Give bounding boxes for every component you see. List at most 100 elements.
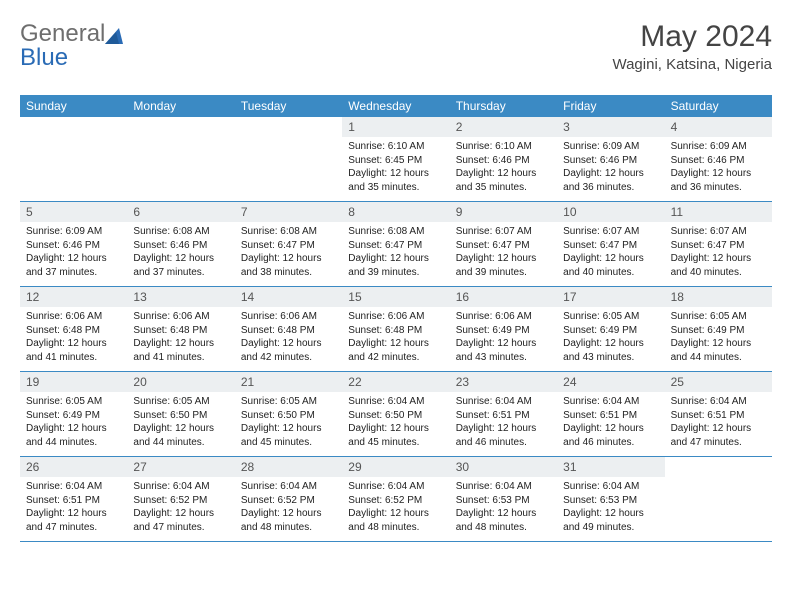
day-number: 21 (235, 372, 342, 392)
day-number: 25 (665, 372, 772, 392)
day-body: Sunrise: 6:04 AMSunset: 6:53 PMDaylight:… (450, 477, 557, 538)
sunrise-line: Sunrise: 6:07 AM (456, 225, 551, 239)
daylight-line: Daylight: 12 hours and 47 minutes. (26, 507, 121, 534)
day-body: Sunrise: 6:07 AMSunset: 6:47 PMDaylight:… (665, 222, 772, 283)
day-number: 2 (450, 117, 557, 137)
sunset-line: Sunset: 6:47 PM (241, 239, 336, 253)
daylight-line: Daylight: 12 hours and 38 minutes. (241, 252, 336, 279)
daylight-line: Daylight: 12 hours and 42 minutes. (241, 337, 336, 364)
sunset-line: Sunset: 6:52 PM (133, 494, 228, 508)
sunrise-line: Sunrise: 6:05 AM (671, 310, 766, 324)
day-body: Sunrise: 6:06 AMSunset: 6:48 PMDaylight:… (127, 307, 234, 368)
header: General May 2024 Wagini, Katsina, Nigeri… (20, 20, 772, 73)
day-body: Sunrise: 6:04 AMSunset: 6:50 PMDaylight:… (342, 392, 449, 453)
day-number: 22 (342, 372, 449, 392)
sunrise-line: Sunrise: 6:08 AM (133, 225, 228, 239)
day-body: Sunrise: 6:09 AMSunset: 6:46 PMDaylight:… (20, 222, 127, 283)
day-body: Sunrise: 6:04 AMSunset: 6:52 PMDaylight:… (127, 477, 234, 538)
weekday-header: Thursday (450, 95, 557, 117)
day-body: Sunrise: 6:07 AMSunset: 6:47 PMDaylight:… (450, 222, 557, 283)
day-body: Sunrise: 6:04 AMSunset: 6:51 PMDaylight:… (557, 392, 664, 453)
sunrise-line: Sunrise: 6:06 AM (456, 310, 551, 324)
month-title: May 2024 (612, 20, 772, 54)
day-number: 17 (557, 287, 664, 307)
day-cell: 10Sunrise: 6:07 AMSunset: 6:47 PMDayligh… (557, 202, 664, 286)
sunrise-line: Sunrise: 6:05 AM (133, 395, 228, 409)
sunset-line: Sunset: 6:46 PM (456, 154, 551, 168)
day-number: 16 (450, 287, 557, 307)
daylight-line: Daylight: 12 hours and 42 minutes. (348, 337, 443, 364)
sunset-line: Sunset: 6:48 PM (26, 324, 121, 338)
day-cell: 15Sunrise: 6:06 AMSunset: 6:48 PMDayligh… (342, 287, 449, 371)
sunset-line: Sunset: 6:50 PM (133, 409, 228, 423)
day-number: 18 (665, 287, 772, 307)
day-cell: 0 (665, 457, 772, 541)
sunset-line: Sunset: 6:53 PM (456, 494, 551, 508)
day-number: 27 (127, 457, 234, 477)
day-number: 4 (665, 117, 772, 137)
sunset-line: Sunset: 6:53 PM (563, 494, 658, 508)
sunset-line: Sunset: 6:46 PM (563, 154, 658, 168)
day-cell: 3Sunrise: 6:09 AMSunset: 6:46 PMDaylight… (557, 117, 664, 201)
sunrise-line: Sunrise: 6:06 AM (26, 310, 121, 324)
sunrise-line: Sunrise: 6:04 AM (348, 395, 443, 409)
day-cell: 23Sunrise: 6:04 AMSunset: 6:51 PMDayligh… (450, 372, 557, 456)
sunrise-line: Sunrise: 6:08 AM (241, 225, 336, 239)
daylight-line: Daylight: 12 hours and 44 minutes. (26, 422, 121, 449)
sunrise-line: Sunrise: 6:05 AM (26, 395, 121, 409)
weekday-header-row: SundayMondayTuesdayWednesdayThursdayFrid… (20, 95, 772, 117)
day-body: Sunrise: 6:05 AMSunset: 6:49 PMDaylight:… (20, 392, 127, 453)
day-cell: 7 Sunrise: 6:08 AMSunset: 6:47 PMDaylight… (235, 202, 342, 286)
daylight-line: Daylight: 12 hours and 35 minutes. (456, 167, 551, 194)
daylight-line: Daylight: 12 hours and 46 minutes. (563, 422, 658, 449)
day-cell: 0 (127, 117, 234, 201)
sunrise-line: Sunrise: 6:09 AM (671, 140, 766, 154)
week-row: 5Sunrise: 6:09 AMSunset: 6:46 PMDaylight… (20, 202, 772, 287)
day-cell: 13Sunrise: 6:06 AMSunset: 6:48 PMDayligh… (127, 287, 234, 371)
sunrise-line: Sunrise: 6:04 AM (26, 480, 121, 494)
day-cell: 25Sunrise: 6:04 AMSunset: 6:51 PMDayligh… (665, 372, 772, 456)
day-body: Sunrise: 6:04 AMSunset: 6:51 PMDaylight:… (665, 392, 772, 453)
title-block: May 2024 Wagini, Katsina, Nigeria (612, 20, 772, 73)
sunset-line: Sunset: 6:52 PM (241, 494, 336, 508)
daylight-line: Daylight: 12 hours and 36 minutes. (671, 167, 766, 194)
sunrise-line: Sunrise: 6:04 AM (456, 395, 551, 409)
weekday-header: Sunday (20, 95, 127, 117)
week-row: 12Sunrise: 6:06 AMSunset: 6:48 PMDayligh… (20, 287, 772, 372)
day-body: Sunrise: 6:07 AMSunset: 6:47 PMDaylight:… (557, 222, 664, 283)
day-number: 3 (557, 117, 664, 137)
weekday-header: Wednesday (342, 95, 449, 117)
day-cell: 0 (235, 117, 342, 201)
sunset-line: Sunset: 6:45 PM (348, 154, 443, 168)
day-body: Sunrise: 6:06 AMSunset: 6:49 PMDaylight:… (450, 307, 557, 368)
day-number: 28 (235, 457, 342, 477)
day-number: 13 (127, 287, 234, 307)
day-number: 7 (235, 202, 342, 222)
week-row: 19Sunrise: 6:05 AMSunset: 6:49 PMDayligh… (20, 372, 772, 457)
day-number: 23 (450, 372, 557, 392)
day-cell: 0 (20, 117, 127, 201)
sunrise-line: Sunrise: 6:04 AM (348, 480, 443, 494)
day-body: Sunrise: 6:09 AMSunset: 6:46 PMDaylight:… (665, 137, 772, 198)
day-number: 8 (342, 202, 449, 222)
daylight-line: Daylight: 12 hours and 45 minutes. (348, 422, 443, 449)
sunrise-line: Sunrise: 6:04 AM (133, 480, 228, 494)
day-cell: 19Sunrise: 6:05 AMSunset: 6:49 PMDayligh… (20, 372, 127, 456)
weekday-header: Monday (127, 95, 234, 117)
day-body: Sunrise: 6:04 AMSunset: 6:52 PMDaylight:… (235, 477, 342, 538)
daylight-line: Daylight: 12 hours and 48 minutes. (241, 507, 336, 534)
sunrise-line: Sunrise: 6:07 AM (563, 225, 658, 239)
sunset-line: Sunset: 6:50 PM (241, 409, 336, 423)
day-cell: 26Sunrise: 6:04 AMSunset: 6:51 PMDayligh… (20, 457, 127, 541)
day-body: Sunrise: 6:09 AMSunset: 6:46 PMDaylight:… (557, 137, 664, 198)
day-number: 20 (127, 372, 234, 392)
daylight-line: Daylight: 12 hours and 40 minutes. (563, 252, 658, 279)
day-cell: 28Sunrise: 6:04 AMSunset: 6:52 PMDayligh… (235, 457, 342, 541)
day-body: Sunrise: 6:05 AMSunset: 6:50 PMDaylight:… (127, 392, 234, 453)
day-cell: 29Sunrise: 6:04 AMSunset: 6:52 PMDayligh… (342, 457, 449, 541)
day-cell: 20Sunrise: 6:05 AMSunset: 6:50 PMDayligh… (127, 372, 234, 456)
day-number: 26 (20, 457, 127, 477)
day-body: Sunrise: 6:08 AMSunset: 6:46 PMDaylight:… (127, 222, 234, 283)
week-row: 26Sunrise: 6:04 AMSunset: 6:51 PMDayligh… (20, 457, 772, 542)
weekday-header: Friday (557, 95, 664, 117)
